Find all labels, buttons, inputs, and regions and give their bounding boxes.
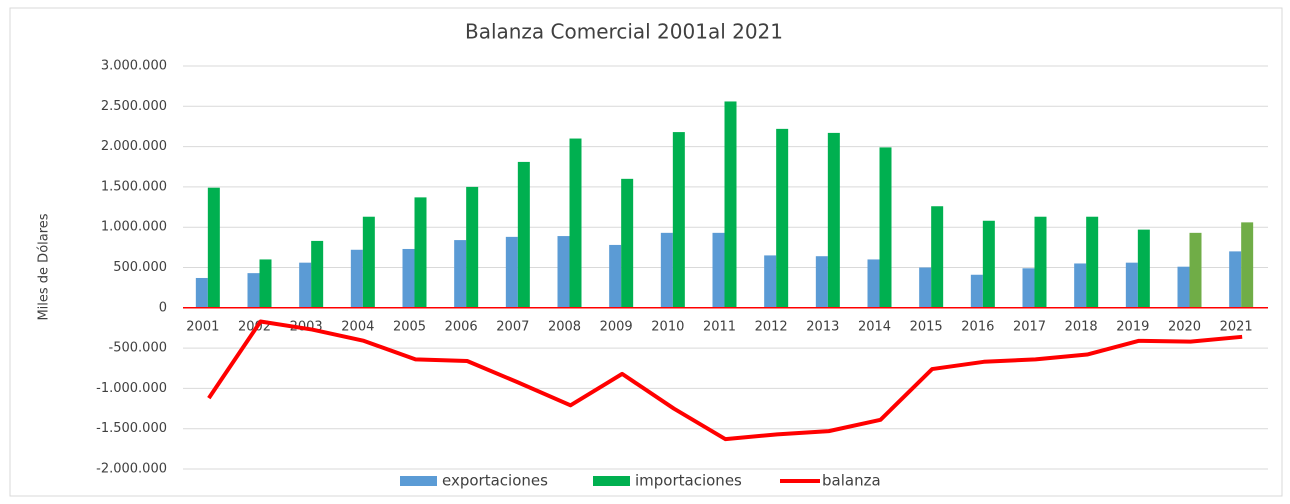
- bar: [454, 240, 467, 308]
- bar: [195, 277, 208, 308]
- x-tick-label: 2008: [548, 319, 581, 334]
- bar: [557, 236, 570, 308]
- bar: [776, 128, 789, 308]
- bar: [672, 132, 685, 308]
- bar: [505, 236, 518, 308]
- y-tick-label: -500.000: [109, 341, 167, 356]
- bar: [414, 197, 427, 308]
- x-tick-label: 2009: [600, 319, 633, 334]
- legend-label: importaciones: [635, 472, 742, 490]
- bar: [879, 147, 892, 308]
- x-tick-label: 2013: [806, 319, 839, 334]
- bar: [815, 256, 828, 308]
- bar: [1189, 232, 1202, 308]
- bar: [259, 259, 272, 308]
- x-tick-label: 2012: [755, 319, 788, 334]
- y-tick-label: 2.000.000: [101, 139, 167, 154]
- line-series: [207, 319, 1243, 442]
- bar: [350, 249, 363, 308]
- bar: [402, 248, 415, 308]
- chart-title: Balanza Comercial 2001al 2021: [465, 20, 783, 44]
- bar: [247, 273, 260, 308]
- bar: [1137, 229, 1150, 308]
- x-tick-label: 2020: [1168, 319, 1201, 334]
- bar: [621, 178, 634, 308]
- bar: [362, 216, 375, 308]
- x-tick-label: 2015: [910, 319, 943, 334]
- bar: [1177, 266, 1190, 308]
- bar: [931, 206, 944, 308]
- bar: [1229, 251, 1242, 308]
- y-tick-label: 3.000.000: [101, 59, 167, 74]
- chart-frame: [9, 7, 1283, 497]
- bar: [609, 244, 622, 308]
- bar: [764, 255, 777, 308]
- bar: [919, 267, 932, 308]
- legend-swatch: [400, 476, 437, 486]
- bar: [867, 259, 880, 308]
- bar: [1022, 268, 1035, 308]
- bar: [827, 132, 840, 308]
- bar: [207, 187, 220, 308]
- x-tick-label: 2011: [703, 319, 736, 334]
- y-tick-label: -1.000.000: [96, 381, 167, 396]
- bar: [466, 186, 479, 308]
- x-tick-label: 2004: [341, 319, 374, 334]
- x-tick-label: 2018: [1065, 319, 1098, 334]
- x-tick-label: 2017: [1013, 319, 1046, 334]
- y-tick-label: 2.500.000: [101, 99, 167, 114]
- x-tick-label: 2014: [858, 319, 891, 334]
- bar: [724, 101, 737, 308]
- bar: [1086, 216, 1099, 308]
- legend-label: exportaciones: [442, 472, 548, 490]
- bar: [1074, 263, 1087, 308]
- y-tick-label: -1.500.000: [96, 421, 167, 436]
- x-tick-label: 2007: [496, 319, 529, 334]
- y-axis-title: Miles de Dólares: [37, 213, 52, 320]
- legend-swatch: [593, 476, 630, 486]
- bar: [660, 232, 673, 308]
- bar: [982, 220, 995, 308]
- bar: [517, 161, 530, 308]
- x-tick-label: 2010: [651, 319, 684, 334]
- bar: [712, 232, 725, 308]
- bar: [1241, 222, 1254, 308]
- x-tick-label: 2006: [445, 319, 478, 334]
- x-tick-label: 2005: [393, 319, 426, 334]
- legend-label: balanza: [822, 472, 881, 490]
- bar: [311, 240, 324, 308]
- x-tick-label: 2019: [1116, 319, 1149, 334]
- y-tick-label: 0: [159, 300, 167, 315]
- bar: [1034, 216, 1047, 308]
- x-tick-label: 2016: [961, 319, 994, 334]
- x-tick-label: 2001: [186, 319, 219, 334]
- y-tick-label: 1.500.000: [101, 179, 167, 194]
- x-tick-label: 2021: [1220, 319, 1253, 334]
- y-tick-label: -2.000.000: [96, 462, 167, 477]
- y-tick-label: 1.000.000: [101, 220, 167, 235]
- bar: [970, 274, 983, 308]
- bar: [569, 138, 582, 308]
- bar: [299, 262, 312, 308]
- bar: [1125, 262, 1138, 308]
- y-tick-label: 500.000: [113, 260, 167, 275]
